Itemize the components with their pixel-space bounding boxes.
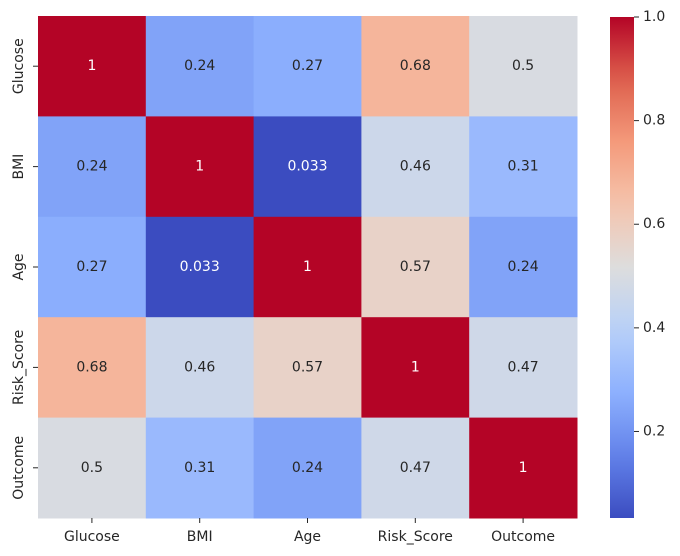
- x-tick-label-4: Outcome: [491, 529, 555, 545]
- colorbar: 0.2 0.4 0.6 0.8 1.0: [610, 9, 665, 518]
- heatmap-cell-1-1: [145, 116, 255, 218]
- cell-annotation-4-4: 1: [519, 460, 528, 476]
- y-axis: Glucose BMI Age Risk_Score Outcome: [11, 38, 38, 500]
- heatmap-cell-0-4: [469, 16, 578, 117]
- heatmap-cell-1-0: [38, 116, 147, 218]
- cell-annotation-1-4: 0.31: [508, 159, 539, 175]
- heatmap-cell-4-1: [145, 417, 255, 519]
- colorbar-tick-label-4: 1.0: [643, 9, 665, 25]
- heatmap-cell-3-4: [469, 317, 578, 419]
- cell-annotation-2-3: 0.57: [400, 259, 431, 275]
- heatmap-cell-1-4: [469, 116, 578, 218]
- heatmap-cell-3-1: [145, 317, 255, 419]
- cell-annotation-0-3: 0.68: [400, 58, 431, 74]
- cell-annotation-4-3: 0.47: [400, 460, 431, 476]
- colorbar-tick-label-1: 0.4: [643, 320, 665, 336]
- x-tick-label-3: Risk_Score: [378, 529, 453, 545]
- heatmap-cell-3-2: [253, 317, 362, 419]
- cell-annotation-2-2: 1: [303, 259, 312, 275]
- cell-annotation-1-2: 0.033: [287, 159, 327, 175]
- cell-annotation-3-3: 1: [411, 359, 420, 375]
- cell-annotation-2-0: 0.27: [76, 259, 107, 275]
- heatmap-cell-3-3: [361, 317, 470, 419]
- cell-annotation-2-4: 0.24: [508, 259, 539, 275]
- colorbar-tick-label-3: 0.8: [643, 113, 665, 129]
- x-axis: Glucose BMI Age Risk_Score Outcome: [64, 518, 555, 545]
- heatmap-cell-1-2: [253, 116, 362, 218]
- cell-annotation-3-4: 0.47: [508, 359, 539, 375]
- cell-annotation-0-1: 0.24: [184, 58, 215, 74]
- cell-annotation-1-0: 0.24: [76, 159, 107, 175]
- heatmap-cell-0-3: [361, 16, 470, 117]
- heatmap-cell-4-0: [38, 417, 147, 519]
- heatmap-cell-1-3: [361, 116, 470, 218]
- cell-annotation-2-1: 0.033: [180, 259, 220, 275]
- heatmap-cell-3-0: [38, 317, 147, 419]
- heatmap-cells: [38, 16, 578, 519]
- heatmap-cell-2-1: [145, 216, 255, 318]
- heatmap-cell-4-2: [253, 417, 362, 519]
- cell-annotation-3-0: 0.68: [76, 359, 107, 375]
- heatmap-cell-0-2: [253, 16, 362, 117]
- x-tick-label-0: Glucose: [64, 529, 120, 545]
- y-tick-label-1: BMI: [11, 154, 27, 180]
- cell-annotation-0-4: 0.5: [512, 58, 534, 74]
- cell-annotation-4-1: 0.31: [184, 460, 215, 476]
- colorbar-tick-label-0: 0.2: [643, 423, 665, 439]
- y-tick-label-3: Risk_Score: [11, 330, 27, 405]
- heatmap-cell-2-2: [253, 216, 362, 318]
- heatmap-cell-4-3: [361, 417, 470, 519]
- cell-annotation-4-2: 0.24: [292, 460, 323, 476]
- y-tick-label-4: Outcome: [11, 436, 27, 500]
- y-tick-label-2: Age: [11, 253, 27, 280]
- cell-annotation-3-2: 0.57: [292, 359, 323, 375]
- y-tick-label-0: Glucose: [11, 38, 27, 94]
- x-tick-label-2: Age: [294, 529, 321, 545]
- heatmap-cell-2-3: [361, 216, 470, 318]
- heatmap-cell-4-4: [469, 417, 578, 519]
- colorbar-gradient: [610, 17, 634, 518]
- cell-annotation-0-2: 0.27: [292, 58, 323, 74]
- x-tick-label-1: BMI: [187, 529, 213, 545]
- colorbar-tick-label-2: 0.6: [643, 216, 665, 232]
- cell-annotation-3-1: 0.46: [184, 359, 215, 375]
- cell-annotation-0-0: 1: [87, 58, 96, 74]
- cell-annotation-1-3: 0.46: [400, 159, 431, 175]
- heatmap-cell-2-4: [469, 216, 578, 318]
- cell-annotation-4-0: 0.5: [81, 460, 103, 476]
- heatmap-cell-2-0: [38, 216, 147, 318]
- cell-annotations: 1 0.24 0.27 0.68 0.5 0.24 1 0.033 0.46 0.31 0.27 0.…: [76, 58, 538, 476]
- heatmap-cell-0-0: [38, 16, 147, 117]
- heatmap-cell-0-1: [145, 16, 255, 117]
- cell-annotation-1-1: 1: [195, 159, 204, 175]
